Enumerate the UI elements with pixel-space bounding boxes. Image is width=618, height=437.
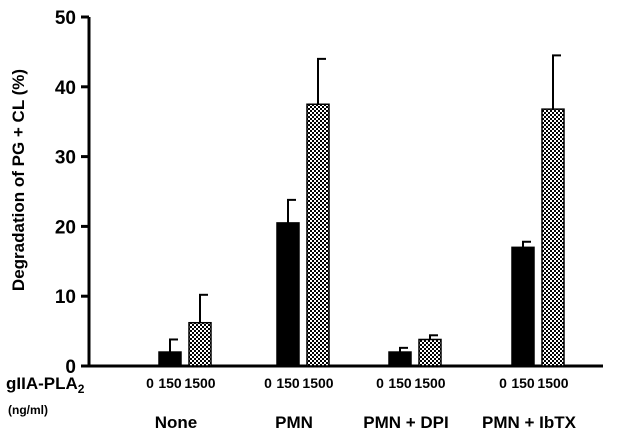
dose-label: 1500 — [184, 375, 215, 391]
dose-label: 1500 — [537, 375, 568, 391]
y-tick-label: 10 — [55, 287, 76, 308]
dose-label: 0 — [146, 375, 154, 391]
dose-label: 1500 — [302, 375, 333, 391]
bar — [158, 351, 182, 367]
group-label: PMN + IbTX — [482, 413, 577, 432]
bar — [418, 338, 442, 367]
group-labels: None PMN PMN + DPI PMN + IbTX — [155, 413, 577, 432]
y-tick-label: 30 — [55, 148, 76, 169]
dose-label: 1500 — [414, 375, 445, 391]
error-bars — [169, 54, 561, 353]
group-label: PMN + DPI — [363, 413, 449, 432]
bar — [276, 222, 300, 367]
dose-label: 0 — [376, 375, 384, 391]
y-tick-label: 20 — [55, 217, 76, 238]
y-axis: 0 10 20 30 40 50 — [55, 8, 91, 378]
dose-label: 0 — [499, 375, 507, 391]
x-axis-label-main: gIIA-PLA2 — [6, 374, 85, 396]
bar — [306, 103, 330, 367]
dose-label: 150 — [276, 375, 300, 391]
y-tick-label: 50 — [55, 8, 76, 29]
bars — [158, 103, 565, 367]
bar — [388, 351, 412, 367]
y-tick-label: 0 — [65, 357, 76, 378]
dose-label: 150 — [158, 375, 182, 391]
bar — [511, 246, 535, 367]
dose-label: 0 — [264, 375, 272, 391]
x-axis-label: gIIA-PLA2 (ng/ml) — [6, 374, 85, 417]
group-label: None — [155, 413, 198, 432]
dose-label: 150 — [511, 375, 535, 391]
y-axis-label: Degradation of PG + CL (%) — [9, 69, 28, 291]
group-label: PMN — [275, 413, 313, 432]
dose-labels: 0 150 1500 0 150 1500 0 150 1500 0 150 1500 — [146, 375, 569, 391]
dose-label: 150 — [388, 375, 412, 391]
y-tick-label: 40 — [55, 78, 76, 99]
y-ticks: 0 10 20 30 40 50 — [55, 8, 89, 378]
bar — [188, 321, 212, 367]
x-axis-label-unit: (ng/ml) — [8, 403, 48, 417]
bar — [541, 108, 565, 367]
